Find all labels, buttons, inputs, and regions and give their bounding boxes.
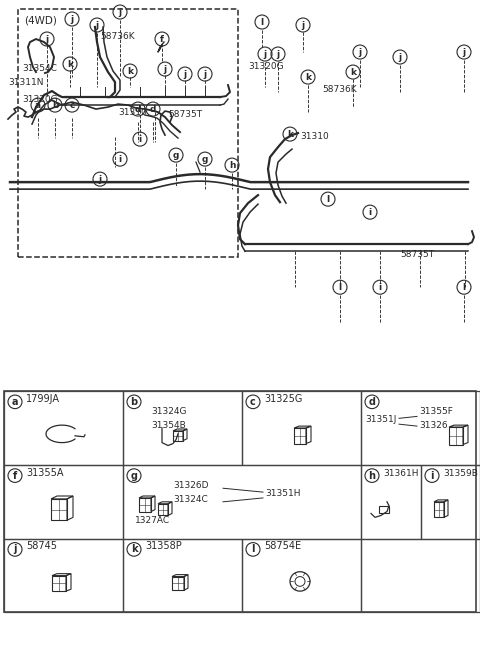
Text: b: b <box>131 397 138 407</box>
Bar <box>139 498 151 512</box>
Text: d: d <box>135 105 141 114</box>
Text: j: j <box>71 15 73 24</box>
Text: 58735T: 58735T <box>400 250 434 260</box>
Text: 31351J: 31351J <box>365 415 396 424</box>
Text: l: l <box>338 283 342 292</box>
Text: 31310: 31310 <box>300 132 329 141</box>
Text: k: k <box>305 73 311 81</box>
Text: l: l <box>261 17 264 26</box>
Text: h: h <box>369 471 375 481</box>
Text: j: j <box>276 50 279 58</box>
Text: d: d <box>369 397 375 407</box>
Text: f: f <box>13 471 17 481</box>
Bar <box>172 577 184 590</box>
Text: 31325G: 31325G <box>264 394 302 404</box>
Text: d: d <box>150 105 156 114</box>
Text: a: a <box>35 101 41 110</box>
Text: g: g <box>131 471 137 481</box>
Text: c: c <box>250 397 256 407</box>
Text: 31324G: 31324G <box>151 407 187 416</box>
Text: 31355F: 31355F <box>419 407 453 416</box>
Text: 31324C: 31324C <box>173 495 208 504</box>
Text: 58735T: 58735T <box>168 110 202 119</box>
Bar <box>123 539 242 612</box>
Text: 58736K: 58736K <box>322 85 357 94</box>
Text: f: f <box>160 34 164 44</box>
Text: 31326: 31326 <box>419 421 448 430</box>
Text: i: i <box>430 471 434 481</box>
Bar <box>51 499 67 520</box>
Bar <box>379 506 389 514</box>
Bar <box>18 9 238 257</box>
Text: j: j <box>96 21 98 30</box>
Text: l: l <box>462 283 466 292</box>
Text: 58736K: 58736K <box>100 32 134 41</box>
Bar <box>361 391 480 465</box>
Text: i: i <box>369 208 372 216</box>
Text: k: k <box>287 130 293 138</box>
Bar <box>361 465 421 539</box>
Text: 31361H: 31361H <box>383 469 419 477</box>
Text: i: i <box>138 134 142 144</box>
Text: j: j <box>301 21 305 30</box>
Bar <box>449 427 463 445</box>
Text: g: g <box>173 151 179 160</box>
Text: 31359B: 31359B <box>443 469 478 477</box>
Text: 1799JA: 1799JA <box>26 394 60 404</box>
Text: 58754E: 58754E <box>264 542 301 551</box>
Text: i: i <box>119 155 121 164</box>
Bar <box>4 391 123 465</box>
Bar <box>123 465 361 539</box>
Text: 58745: 58745 <box>26 542 57 551</box>
Text: j: j <box>359 48 361 56</box>
Bar <box>52 575 66 591</box>
Text: 31311N: 31311N <box>8 78 44 87</box>
Bar <box>434 502 444 518</box>
Text: 31351H: 31351H <box>265 489 300 498</box>
Text: 31320G: 31320G <box>248 62 284 71</box>
Text: j: j <box>163 65 167 73</box>
Text: j: j <box>398 52 402 62</box>
Text: 1327AC: 1327AC <box>135 516 170 525</box>
Text: 31354B: 31354B <box>151 421 186 430</box>
Bar <box>242 391 361 465</box>
Text: 31310: 31310 <box>118 108 147 117</box>
Text: (4WD): (4WD) <box>24 15 57 25</box>
Bar <box>294 428 306 444</box>
Bar <box>123 391 242 465</box>
Text: 31320G: 31320G <box>22 95 58 104</box>
Bar <box>361 539 480 612</box>
Text: j: j <box>13 544 17 554</box>
Bar <box>4 391 476 612</box>
Text: j: j <box>46 34 48 44</box>
Text: k: k <box>127 67 133 75</box>
Text: 31358P: 31358P <box>145 542 182 551</box>
Text: j: j <box>119 7 121 17</box>
Bar <box>158 504 168 516</box>
Text: j: j <box>98 175 102 183</box>
Text: j: j <box>462 48 466 56</box>
Text: k: k <box>67 60 73 69</box>
Text: k: k <box>350 68 356 77</box>
Text: a: a <box>12 397 18 407</box>
Bar <box>242 539 361 612</box>
Text: h: h <box>229 161 235 169</box>
Text: 31354C: 31354C <box>22 64 57 73</box>
Bar <box>4 539 123 612</box>
Bar <box>421 465 480 539</box>
Text: j: j <box>183 70 187 79</box>
Text: c: c <box>69 101 75 110</box>
Text: j: j <box>264 50 266 58</box>
Text: 31355A: 31355A <box>26 467 63 477</box>
Text: i: i <box>378 283 382 292</box>
Bar <box>173 431 183 441</box>
Text: b: b <box>52 101 58 110</box>
Text: k: k <box>131 544 137 554</box>
Text: g: g <box>202 155 208 164</box>
Text: l: l <box>251 544 255 554</box>
Text: 31326D: 31326D <box>173 481 208 491</box>
Text: l: l <box>326 195 330 204</box>
Bar <box>4 465 123 539</box>
Text: j: j <box>204 70 206 79</box>
